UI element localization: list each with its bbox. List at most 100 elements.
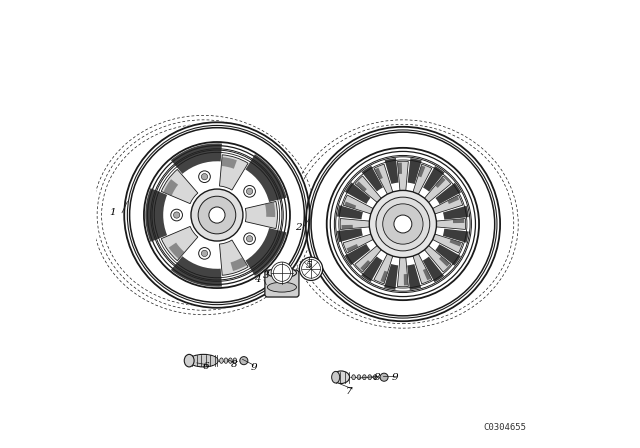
Wedge shape [163, 179, 178, 196]
Wedge shape [397, 253, 408, 287]
Circle shape [202, 173, 207, 180]
Wedge shape [374, 164, 394, 198]
Wedge shape [429, 233, 463, 253]
Wedge shape [447, 196, 459, 204]
Circle shape [305, 125, 502, 323]
Circle shape [340, 161, 466, 287]
Circle shape [156, 155, 278, 276]
Ellipse shape [368, 375, 371, 380]
Text: 7: 7 [346, 387, 353, 396]
Wedge shape [423, 268, 431, 280]
Text: 3: 3 [263, 271, 269, 280]
Wedge shape [337, 205, 363, 219]
Circle shape [326, 148, 479, 300]
Wedge shape [246, 228, 287, 276]
Ellipse shape [224, 358, 228, 363]
Wedge shape [342, 225, 353, 229]
Wedge shape [418, 165, 426, 177]
Wedge shape [220, 240, 248, 275]
Wedge shape [404, 274, 408, 285]
Ellipse shape [240, 357, 248, 365]
Circle shape [173, 212, 180, 218]
Wedge shape [443, 206, 469, 220]
Wedge shape [407, 264, 421, 290]
Wedge shape [345, 182, 371, 204]
Wedge shape [397, 161, 408, 195]
Circle shape [271, 262, 292, 284]
Text: 8: 8 [230, 360, 237, 369]
Wedge shape [384, 264, 398, 290]
Wedge shape [360, 260, 371, 271]
Circle shape [198, 248, 211, 259]
Circle shape [123, 121, 311, 309]
Ellipse shape [333, 371, 349, 383]
Ellipse shape [233, 358, 237, 363]
Circle shape [209, 207, 225, 223]
Wedge shape [439, 256, 450, 267]
Wedge shape [171, 256, 222, 287]
Circle shape [191, 189, 243, 241]
Wedge shape [161, 226, 198, 261]
Circle shape [198, 171, 211, 182]
Text: 9: 9 [392, 373, 399, 382]
Text: 9: 9 [250, 363, 257, 372]
Wedge shape [337, 228, 363, 242]
Wedge shape [374, 250, 394, 284]
Wedge shape [443, 229, 468, 243]
Ellipse shape [189, 355, 218, 366]
Wedge shape [161, 169, 198, 204]
Wedge shape [412, 164, 432, 198]
Wedge shape [145, 188, 167, 242]
Circle shape [383, 204, 423, 244]
Ellipse shape [189, 354, 218, 367]
Wedge shape [362, 166, 383, 191]
Wedge shape [361, 256, 383, 282]
Ellipse shape [352, 375, 355, 380]
Wedge shape [340, 219, 374, 229]
Wedge shape [435, 183, 461, 204]
Ellipse shape [228, 358, 232, 363]
Text: 2: 2 [295, 223, 302, 232]
Wedge shape [385, 158, 399, 184]
Wedge shape [355, 176, 384, 205]
Wedge shape [423, 257, 444, 282]
Circle shape [300, 257, 323, 280]
Ellipse shape [268, 268, 296, 278]
Wedge shape [422, 176, 451, 205]
Wedge shape [343, 233, 377, 253]
Text: 8: 8 [374, 373, 381, 382]
Ellipse shape [220, 358, 223, 363]
Ellipse shape [362, 375, 366, 380]
Circle shape [246, 236, 253, 242]
Wedge shape [344, 244, 371, 265]
Ellipse shape [380, 373, 388, 381]
Wedge shape [347, 244, 358, 252]
Wedge shape [245, 202, 277, 228]
Wedge shape [429, 195, 463, 215]
Text: 6: 6 [202, 362, 209, 371]
Text: 5: 5 [305, 261, 312, 270]
Circle shape [394, 215, 412, 233]
Text: 4: 4 [254, 276, 261, 284]
Ellipse shape [373, 375, 377, 380]
Circle shape [171, 209, 182, 221]
Wedge shape [422, 243, 451, 272]
Wedge shape [171, 143, 222, 174]
Circle shape [244, 185, 255, 197]
Wedge shape [344, 202, 356, 209]
Wedge shape [412, 250, 432, 284]
Wedge shape [449, 239, 461, 246]
Wedge shape [435, 177, 445, 188]
Wedge shape [343, 195, 377, 215]
Circle shape [244, 233, 255, 245]
Wedge shape [374, 168, 383, 180]
Wedge shape [169, 243, 184, 259]
Wedge shape [221, 157, 237, 169]
Wedge shape [380, 271, 388, 283]
Text: 1: 1 [109, 208, 116, 217]
Wedge shape [355, 243, 384, 272]
Wedge shape [408, 158, 422, 184]
Circle shape [198, 196, 236, 234]
Ellipse shape [332, 371, 340, 383]
Wedge shape [397, 163, 402, 174]
